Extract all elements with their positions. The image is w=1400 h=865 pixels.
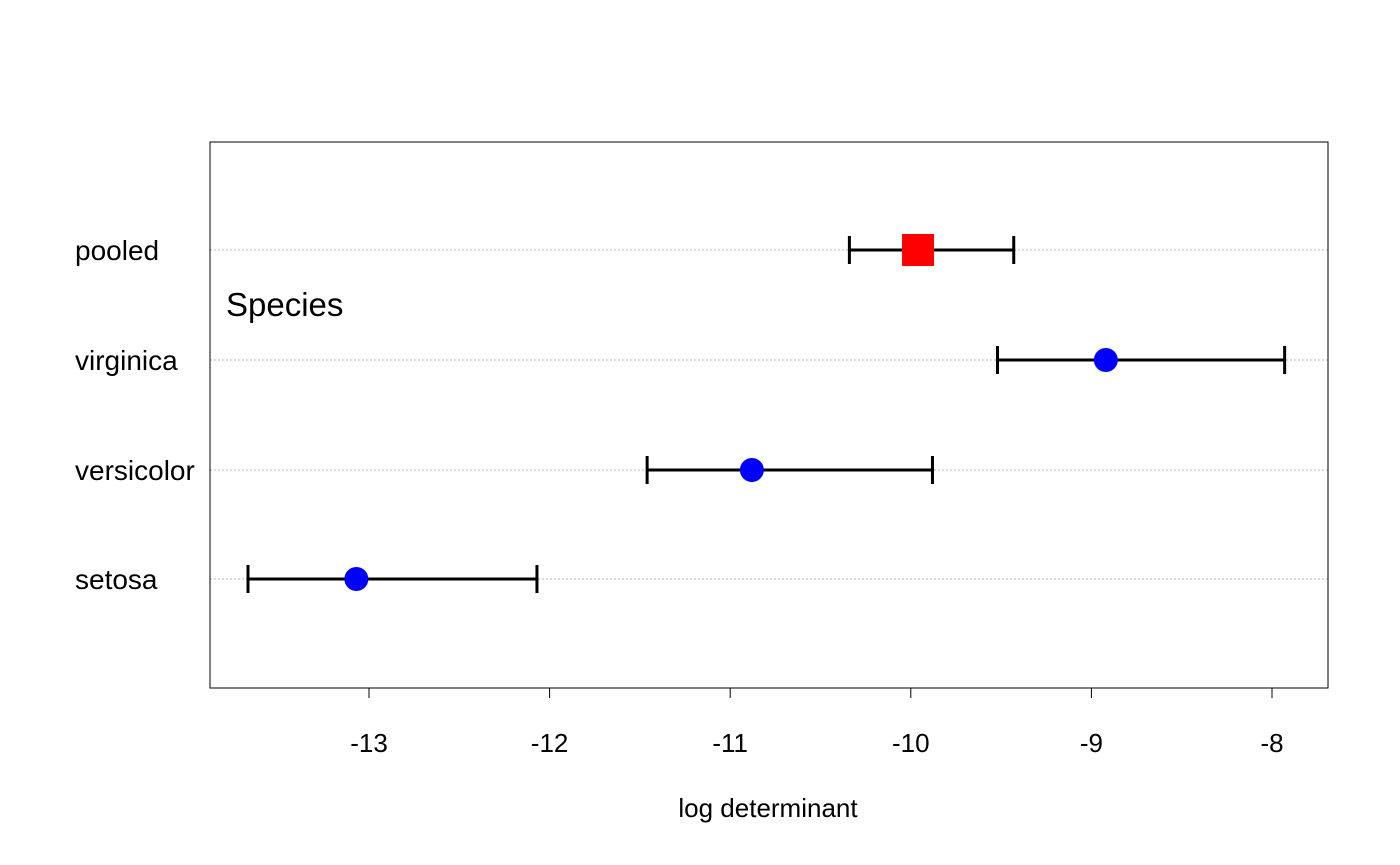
x-tick-label--10: -10 [892,728,930,758]
x-tick-label--9: -9 [1080,728,1103,758]
y-label-versicolor: versicolor [75,455,195,486]
point-virginica [1093,348,1118,372]
x-axis-label: log determinant [678,793,858,823]
x-tick-label--13: -13 [350,728,388,758]
species-annotation: Species [226,286,343,323]
point-setosa [344,567,369,591]
x-axis: -13 -12 -11 -10 -9 -8 [350,687,1284,758]
point-markers [344,234,1118,591]
y-label-setosa: setosa [75,564,158,595]
y-label-pooled: pooled [75,235,159,266]
point-versicolor [739,458,764,482]
y-label-virginica: virginica [75,345,178,376]
point-pooled [902,234,935,266]
x-tick-label--11: -11 [712,728,748,758]
x-tick-label--12: -12 [531,728,569,758]
x-tick-label--8: -8 [1260,728,1283,758]
y-axis-labels: pooled virginica versicolor setosa [75,235,195,595]
